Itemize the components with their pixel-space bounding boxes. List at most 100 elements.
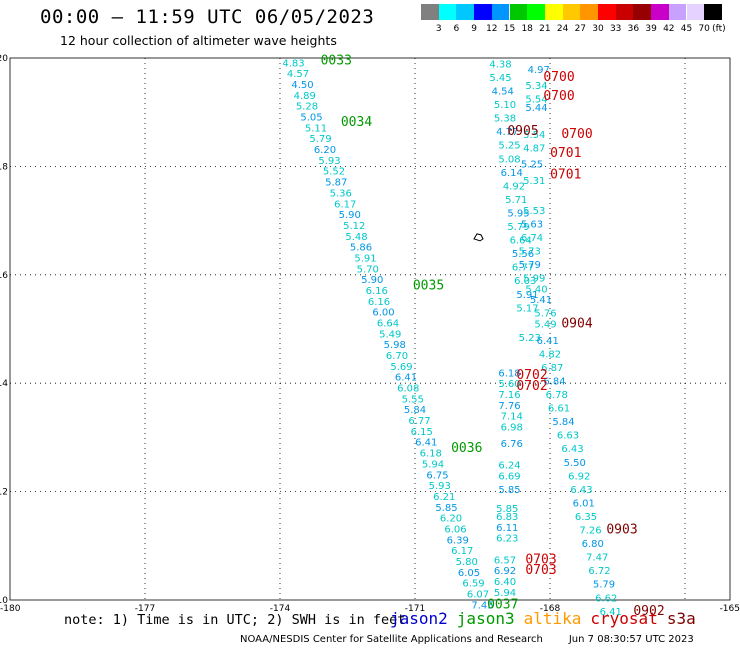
colorbar-cell [562,4,581,20]
colorbar-label: 70 [698,24,710,34]
swh-value: 4.97 [528,65,550,76]
swh-value: 5.25 [498,141,520,152]
plot-frame [9,57,731,601]
pass-time: 0703 [525,552,556,567]
swh-value: 6.64 [510,236,532,247]
swh-value: 5.44 [525,103,547,114]
swh-value: 5.70 [357,264,379,275]
y-tick-label: 12 [0,488,8,498]
colorbar-cell [509,4,528,20]
colorbar-cell [633,4,652,20]
swh-value: 5.95 [507,208,529,219]
swh-value: 6.62 [595,593,617,604]
swh-value: 5.90 [361,275,383,286]
y-tick-label: 16 [0,271,8,281]
y-tick-label: 10 [0,596,8,606]
colorbar-label: 21 [539,24,551,34]
colorbar-cell [456,4,475,20]
swh-value: 6.92 [568,471,590,482]
colorbar-label: 27 [574,24,587,34]
swh-value: 5.36 [330,188,352,199]
swh-value: 5.93 [429,481,451,492]
swh-value: 4.83 [282,58,304,69]
colorbar-label: 42 [663,24,675,34]
swh-value: 5.91 [516,290,538,301]
satellite-legend: jason2 jason3 altika cryosat s3a [390,609,705,628]
swh-value: 5.94 [422,459,444,470]
swh-value: 6.75 [426,470,448,481]
pass-time: 0702 [516,379,547,394]
swh-value: 5.31 [523,176,545,187]
colorbar-cell [421,4,439,20]
swh-value: 6.07 [467,589,489,600]
swh-value: 6.43 [561,444,583,455]
colorbar-cell [668,4,687,20]
swh-value: 4.92 [503,181,525,192]
colorbar-cell [598,4,616,20]
pass-time: 0703 [525,563,556,578]
swh-value: 5.08 [498,154,520,165]
island-outline [473,233,484,242]
swh-value: 6.72 [588,566,610,577]
swh-value: 4.89 [294,91,316,102]
x-tick-label: -177 [135,604,155,614]
swh-value: 6.18 [498,368,520,379]
swh-value: 5.94 [494,588,516,599]
pass-time: 0700 [561,127,592,142]
colorbar-cell [438,4,457,20]
swh-value: 5.79 [507,222,529,233]
y-tick-label: 18 [0,162,8,172]
colorbar-cell [686,4,705,20]
swh-value: 5.55 [402,394,424,405]
swh-value: 6.00 [372,308,394,319]
swh-value: 6.06 [444,524,466,535]
swh-value: 4.38 [489,59,511,70]
colorbar-label: 6 [453,24,460,34]
swh-value: 5.25 [521,160,543,171]
colorbar-label: 45 [680,24,693,34]
x-tick-label: -180 [0,604,21,614]
pass-time: 0701 [550,168,581,183]
swh-value: 5.63 [521,219,543,230]
swh-value: 5.49 [379,329,401,340]
pass-time: 0905 [507,124,538,139]
colorbar-label: 33 [609,24,622,34]
swh-value: 5.80 [456,557,478,568]
colorbar-cell [527,4,545,20]
swh-value: 6.41 [600,607,622,618]
swh-value: 7.76 [498,401,520,412]
swh-value: 5.69 [390,362,412,373]
swh-value: 6.35 [575,512,597,523]
footer-datetime: Jun 7 08:30:57 UTC 2023 [568,634,694,645]
pass-time: 0902 [633,604,664,619]
swh-value: 5.53 [523,206,545,217]
colorbar-label: 9 [471,24,477,34]
swh-value: 4.82 [539,349,561,360]
x-tick-label: -165 [720,604,740,614]
colorbar-cell [544,4,563,20]
swh-value: 6.11 [496,523,518,534]
colorbar-label: 24 [556,24,569,34]
colorbar-cell [474,4,492,20]
swh-value: 5.54 [523,130,545,141]
swh-value: 5.48 [345,232,367,243]
swh-value: 5.12 [343,221,365,232]
swh-value: 6.98 [501,423,523,434]
swh-value: 4.57 [287,69,309,80]
swh-value: 6.69 [498,471,520,482]
pass-time: 0035 [413,279,444,294]
swh-value: 4.50 [291,80,313,91]
swh-value: 6.08 [397,384,419,395]
swh-value: 6.16 [366,286,388,297]
swh-value: 5.90 [339,210,361,221]
swh-value: 6.24 [498,461,520,472]
swh-value: 5.56 [512,249,534,260]
pass-time: 0904 [561,317,592,332]
swh-value: 7.26 [579,526,601,537]
colorbar-label: 39 [645,24,657,34]
colorbar-label: 36 [627,24,640,34]
island-shape [473,233,484,242]
y-tick-label: 14 [0,379,8,389]
swh-value: 6.83 [496,512,518,523]
